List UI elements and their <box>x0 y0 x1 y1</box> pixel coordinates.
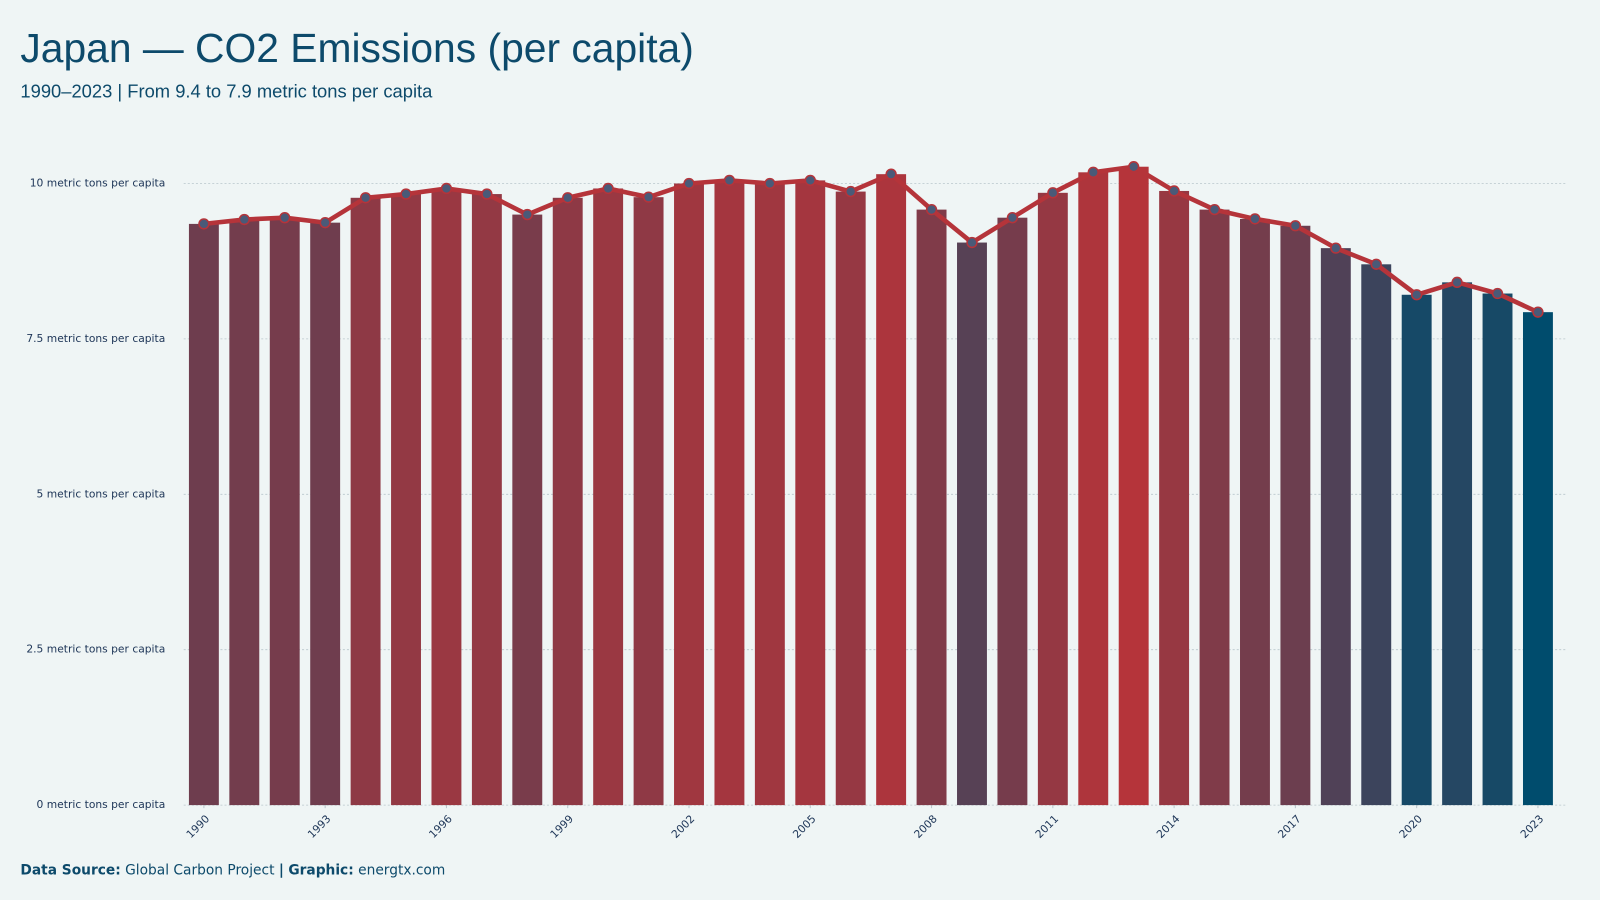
marker <box>1087 166 1099 178</box>
marker <box>1370 258 1382 270</box>
chart-title: Japan — CO2 Emissions (per capita) <box>20 25 693 71</box>
bar <box>633 197 664 806</box>
marker <box>845 185 857 198</box>
marker <box>562 192 574 204</box>
y-tick-label: 5 metric tons per capita <box>37 487 166 500</box>
bar <box>188 223 219 806</box>
bar <box>1037 192 1068 806</box>
bar <box>1522 312 1553 806</box>
bar <box>269 217 300 806</box>
marker <box>1128 161 1140 173</box>
bar <box>1482 293 1513 806</box>
marker <box>1330 242 1342 254</box>
marker <box>804 174 816 187</box>
marker <box>683 177 695 190</box>
bar <box>1118 166 1149 806</box>
bar <box>431 188 462 806</box>
bar <box>1320 248 1351 806</box>
trend-line <box>203 164 1539 315</box>
bar <box>876 174 907 806</box>
bar <box>674 183 704 806</box>
y-tick-label: 7.5 metric tons per capita <box>26 332 165 345</box>
bar <box>957 242 987 806</box>
bar <box>593 188 624 806</box>
bar <box>512 214 543 806</box>
marker <box>279 212 291 224</box>
marker <box>319 216 331 229</box>
bar <box>552 197 583 806</box>
bar <box>1401 294 1432 806</box>
bar <box>795 180 826 806</box>
marker <box>440 182 453 195</box>
marker <box>925 203 938 216</box>
marker <box>1491 287 1504 300</box>
marker <box>1168 185 1180 197</box>
marker <box>1532 306 1544 318</box>
marker <box>400 188 412 200</box>
marker <box>1451 276 1463 288</box>
bar <box>229 219 260 806</box>
source-text: Global Carbon Project <box>125 862 275 878</box>
bar <box>1280 225 1311 806</box>
marker <box>1249 213 1261 225</box>
y-tick-label: 2.5 metric tons per capita <box>26 643 165 656</box>
marker <box>481 188 493 200</box>
graphic-text: energtx.com <box>358 862 445 878</box>
bar <box>714 180 745 806</box>
y-tick-label: 10 metric tons per capita <box>30 176 166 189</box>
chart-subtitle: 1990–2023 | From 9.4 to 7.9 metric tons … <box>20 81 433 102</box>
marker <box>642 191 655 203</box>
bar <box>835 191 866 806</box>
marker <box>723 174 736 187</box>
bar <box>1240 218 1270 806</box>
marker <box>1289 220 1302 232</box>
marker <box>521 208 533 221</box>
bar <box>310 222 341 806</box>
marker <box>359 192 372 204</box>
marker <box>1047 187 1059 199</box>
bar <box>916 209 947 806</box>
marker <box>1006 212 1019 224</box>
separator: | <box>279 862 284 878</box>
marker <box>764 177 776 190</box>
marker <box>885 168 897 180</box>
bar <box>1361 264 1392 806</box>
bar <box>754 183 785 806</box>
marker <box>238 213 250 226</box>
source-label: Data Source: <box>20 862 120 878</box>
marker <box>198 218 210 230</box>
bar <box>391 194 421 806</box>
marker <box>966 236 978 249</box>
footer: Data Source: Global Carbon Project | Gra… <box>20 862 445 878</box>
bar <box>1159 190 1190 806</box>
marker <box>1411 289 1423 301</box>
bar <box>350 197 381 806</box>
marker <box>1208 203 1221 216</box>
bar <box>997 217 1028 806</box>
bar <box>1199 209 1230 806</box>
bar <box>1442 282 1473 806</box>
y-tick-label: 0 metric tons per capita <box>37 798 166 811</box>
graphic-label: Graphic: <box>288 862 353 878</box>
bar <box>1078 172 1109 806</box>
bar <box>471 194 502 806</box>
marker <box>602 182 614 195</box>
